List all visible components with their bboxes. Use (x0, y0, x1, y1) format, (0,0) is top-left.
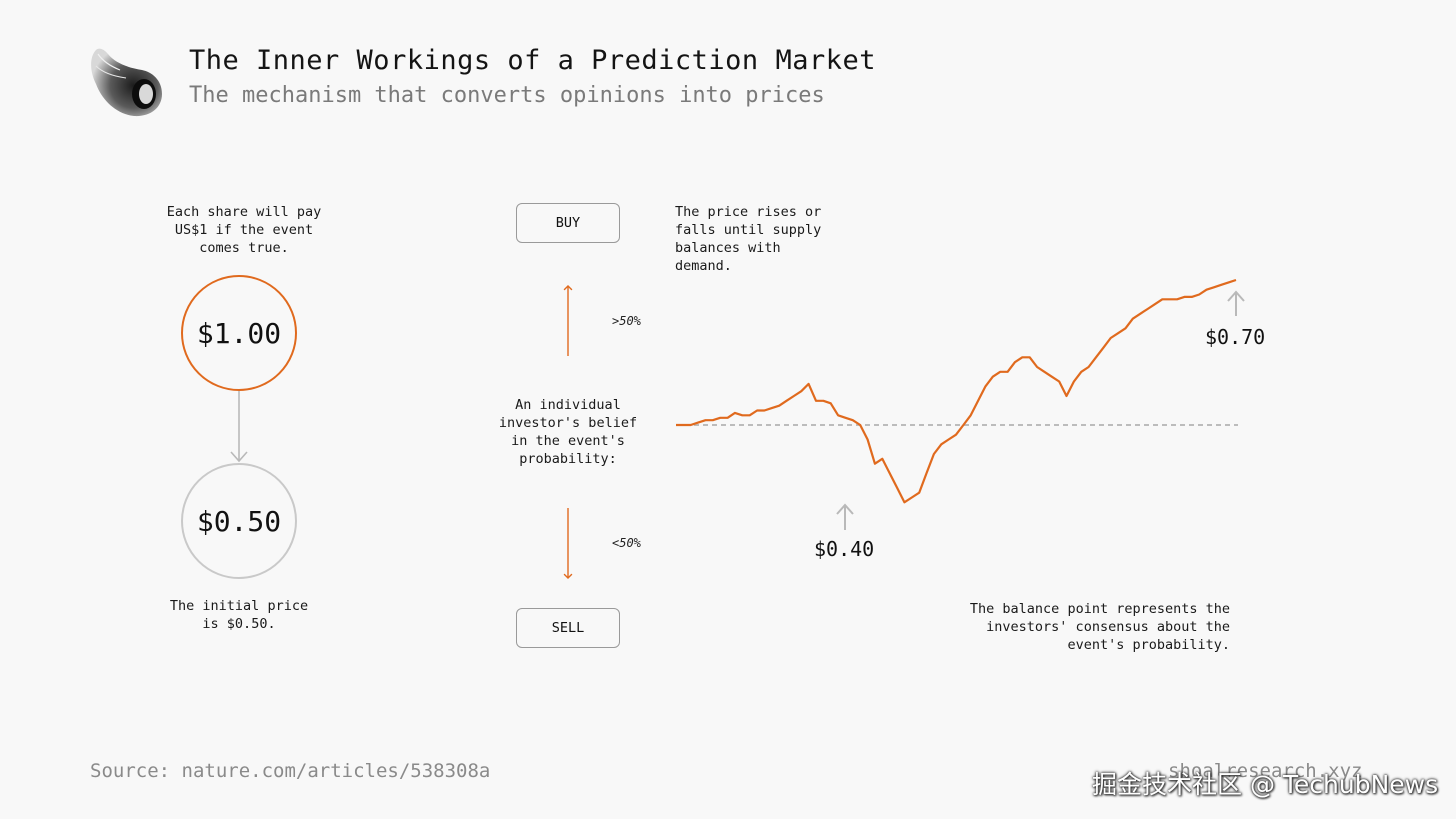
sell-button[interactable]: SELL (516, 608, 620, 648)
buy-button[interactable]: BUY (516, 203, 620, 243)
page-title: The Inner Workings of a Prediction Marke… (189, 45, 876, 76)
payout-value: $1.00 (196, 316, 282, 350)
buy-label: BUY (555, 215, 581, 231)
circle-connector-arrowhead (230, 451, 248, 463)
above-threshold-label: >50% (612, 314, 641, 328)
source-citation: Source: nature.com/articles/538308a (90, 760, 491, 782)
balance-note: The balance point represents the investo… (969, 601, 1230, 653)
final-pointer-arrow (1227, 290, 1245, 316)
low-pointer-arrow (836, 503, 854, 530)
below-threshold-label: <50% (612, 536, 641, 550)
final-price-label: $0.70 (1205, 325, 1266, 349)
watermark: 掘金技术社区 @ TechubNews (1092, 770, 1439, 799)
payout-circle: $1.00 (181, 275, 297, 391)
initial-price-circle: $0.50 (181, 463, 297, 579)
initial-price-value: $0.50 (196, 504, 282, 538)
payout-note: Each share will pay US$1 if the event co… (166, 204, 322, 256)
page-subtitle: The mechanism that converts opinions int… (189, 83, 825, 108)
initial-price-note: The initial price is $0.50. (169, 598, 309, 632)
price-line (676, 278, 1237, 504)
shell-logo-icon (91, 48, 162, 117)
belief-note: An individual investor's belief in the e… (498, 397, 638, 467)
price-note: The price rises or falls until supply ba… (675, 204, 822, 274)
low-price-label: $0.40 (814, 537, 875, 561)
sell-label: SELL (551, 620, 585, 636)
site-credit: shoalresearch.xyz (1168, 760, 1363, 782)
